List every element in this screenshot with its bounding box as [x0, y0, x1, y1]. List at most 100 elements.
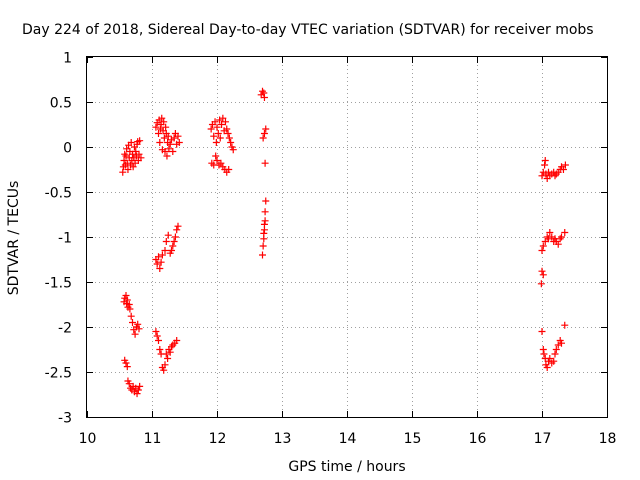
x-tick-label: 14	[339, 431, 357, 447]
data-point	[156, 346, 164, 353]
x-axis-title: GPS time / hours	[288, 459, 405, 475]
data-point	[161, 247, 169, 254]
data-point	[136, 137, 144, 145]
data-point	[124, 166, 132, 173]
data-point	[136, 382, 144, 390]
data-point	[219, 114, 227, 122]
data-point	[162, 238, 170, 245]
data-point	[160, 118, 168, 126]
data-point	[153, 260, 161, 268]
data-point	[225, 134, 233, 142]
data-point	[125, 301, 133, 308]
data-point	[260, 220, 268, 228]
data-point	[153, 332, 161, 340]
data-point	[131, 330, 139, 338]
y-tick-label: 0	[63, 141, 72, 157]
data-point	[163, 152, 171, 160]
y-tick-label: -2	[58, 321, 72, 337]
data-point	[551, 350, 559, 358]
data-point	[155, 130, 162, 137]
data-point	[541, 161, 549, 169]
y-tick-label: -0.5	[45, 186, 72, 202]
data-point	[173, 226, 181, 234]
y-tick-label: -3	[58, 411, 72, 427]
data-point	[538, 267, 546, 275]
data-point	[126, 305, 134, 313]
data-point	[207, 125, 215, 133]
data-point	[214, 130, 222, 137]
data-point	[261, 208, 269, 216]
data-point	[540, 350, 548, 358]
data-point	[552, 346, 560, 353]
data-point	[156, 265, 164, 272]
y-axis-title: SDTVAR / TECUs	[6, 181, 22, 296]
data-point	[162, 350, 170, 358]
data-point	[260, 94, 268, 101]
data-point	[217, 159, 225, 167]
data-point	[260, 229, 268, 237]
data-point	[259, 251, 266, 259]
x-tick-labels: 10 11 12 13 14 15 16 17 18	[79, 431, 617, 447]
x-tick-label: 16	[469, 431, 487, 447]
data-point	[212, 139, 220, 146]
data-point	[260, 130, 268, 137]
data-point	[175, 139, 183, 146]
data-point	[168, 247, 175, 254]
data-point	[165, 145, 173, 153]
data-point	[155, 253, 162, 261]
y-tick-label: 1	[63, 51, 72, 67]
data-marks	[119, 87, 569, 398]
data-point	[174, 132, 182, 140]
data-point	[224, 130, 232, 137]
y-tick-labels: 1 0.5 0 -0.5 -1 -1.5 -2 -2.5 -3	[45, 51, 72, 427]
data-point	[539, 242, 547, 250]
grid	[87, 57, 607, 417]
data-point	[260, 89, 268, 97]
data-point	[262, 125, 270, 133]
data-point	[561, 229, 569, 236]
data-point	[550, 357, 558, 365]
data-point	[161, 361, 169, 369]
x-tick-label: 11	[144, 431, 162, 447]
data-point	[152, 123, 160, 131]
data-point	[171, 233, 179, 241]
data-point	[210, 132, 218, 140]
data-point	[156, 139, 164, 146]
data-point	[155, 337, 162, 344]
data-point	[538, 172, 546, 180]
data-point	[152, 328, 160, 335]
data-point	[261, 217, 269, 225]
data-point	[170, 134, 178, 142]
data-point	[261, 159, 269, 167]
data-point	[211, 118, 219, 126]
data-point	[227, 139, 235, 146]
data-point	[543, 364, 551, 371]
data-point	[119, 168, 127, 176]
y-tick-label: -1.5	[45, 276, 72, 292]
data-point	[554, 240, 562, 248]
data-point	[221, 118, 229, 126]
data-point	[541, 157, 549, 164]
data-point	[561, 321, 569, 329]
y-tick-label: -2.5	[45, 366, 72, 382]
data-point	[169, 242, 177, 250]
data-point	[123, 296, 131, 304]
axis-ticks	[87, 57, 608, 418]
data-point	[213, 157, 221, 164]
data-point	[561, 161, 569, 169]
data-point	[122, 359, 130, 367]
data-point	[157, 258, 165, 266]
data-point	[164, 231, 172, 239]
data-point	[538, 247, 546, 254]
data-point	[259, 134, 267, 142]
data-point	[262, 197, 270, 205]
x-tick-label: 12	[209, 431, 227, 447]
data-point	[551, 172, 559, 180]
data-point	[123, 363, 131, 371]
x-tick-label: 17	[534, 431, 552, 447]
x-tick-label: 13	[274, 431, 292, 447]
data-point	[223, 125, 231, 133]
plot-frame	[86, 56, 608, 418]
data-point	[537, 280, 545, 288]
